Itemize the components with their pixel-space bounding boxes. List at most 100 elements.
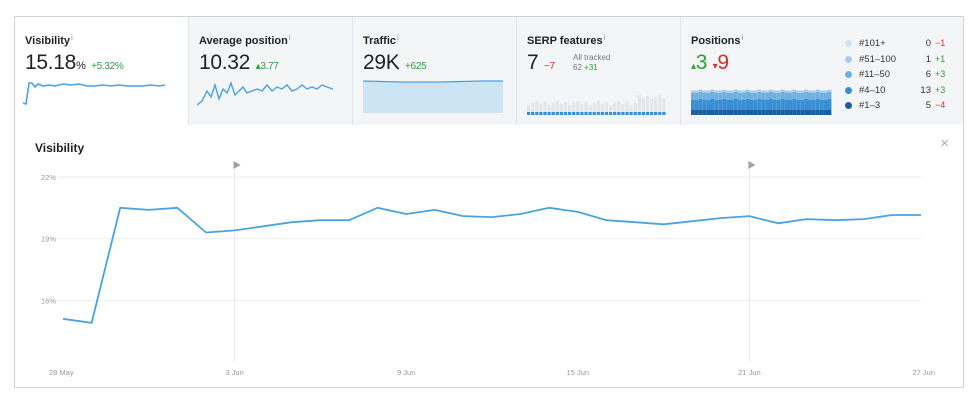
positions-bar-segment xyxy=(788,93,793,100)
positions-bar-segment xyxy=(800,93,805,100)
positions-bar-segment xyxy=(800,100,805,110)
serp-bar xyxy=(645,96,650,115)
traffic-delta: +625 xyxy=(405,61,427,72)
positions-bar-segment xyxy=(815,92,820,99)
positions-bar-segment xyxy=(815,89,820,90)
serp-bar-base xyxy=(629,112,633,115)
serp-bar xyxy=(600,104,604,115)
positions-bar-segment xyxy=(780,89,785,90)
legend-item[interactable]: #11–50 6 +3 xyxy=(845,68,955,84)
positions-bar-segment xyxy=(788,91,793,93)
positions-bar-segment xyxy=(737,100,742,110)
positions-bar-segment xyxy=(823,90,828,91)
info-icon[interactable]: i xyxy=(71,33,73,42)
positions-bar-segment xyxy=(804,92,808,99)
serp-bar-base xyxy=(637,112,641,115)
positions-bar-segment xyxy=(804,90,808,92)
positions-bar-segment xyxy=(804,89,808,90)
positions-bar-segment xyxy=(780,90,785,92)
positions-bar-segment xyxy=(757,92,762,99)
serp-bar-base xyxy=(592,112,596,115)
legend-item[interactable]: #101+ 0 −1 xyxy=(845,37,955,53)
positions-bar-segment xyxy=(827,90,832,92)
positions-bar-segment xyxy=(718,93,723,100)
legend-dot-icon xyxy=(845,55,852,63)
panel-title: Visibility xyxy=(35,141,85,155)
legend-count: 1 xyxy=(925,53,931,65)
card-traffic[interactable]: Traffici 29K +625 xyxy=(353,17,517,125)
info-icon[interactable]: i xyxy=(397,33,399,42)
visibility-chart-panel: 16% 19% 22% 28 May 3 Jun 9 Jun 15 Jun 21 Jun 27 … xyxy=(15,125,963,387)
legend-label: #11–50 xyxy=(859,69,890,80)
positions-bar-segment xyxy=(745,92,750,99)
serp-delta: −7 xyxy=(543,61,555,72)
card-title: Positions xyxy=(691,35,741,47)
arrow-up-icon: ▴ xyxy=(691,61,696,72)
info-icon[interactable]: i xyxy=(288,33,291,42)
serp-value: 7 −7 xyxy=(527,51,555,74)
legend-dot-icon xyxy=(845,71,852,78)
x-tick-label: 9 Jun xyxy=(397,368,415,377)
positions-bar-segment xyxy=(765,100,769,110)
positions-bar-segment xyxy=(827,89,832,90)
serp-bar xyxy=(535,101,539,115)
positions-bar-segment xyxy=(718,110,723,115)
positions-bar-segment xyxy=(741,90,746,91)
x-tick-label: 27 Jun xyxy=(912,368,935,377)
card-serp-features[interactable]: SERP featuresi 7 −7 All tracked 62 +31 xyxy=(517,17,681,125)
positions-bar-segment xyxy=(749,91,754,93)
positions-bar-segment xyxy=(691,110,695,115)
positions-bar-segment xyxy=(827,110,832,115)
serp-bar-base xyxy=(563,112,568,115)
positions-bar-segment xyxy=(784,100,789,110)
positions-bar-segment xyxy=(702,110,707,115)
serp-bar xyxy=(613,103,617,115)
legend-dot-icon xyxy=(845,86,852,94)
legend-item[interactable]: #51–100 1 +1 xyxy=(845,53,955,69)
positions-bar-segment xyxy=(761,91,766,93)
serp-bar-base xyxy=(633,112,637,115)
legend-item[interactable]: #1–3 5 −4 xyxy=(845,99,955,115)
serp-bar-base xyxy=(576,112,580,115)
legend-dot-icon xyxy=(845,40,852,47)
positions-bar-segment xyxy=(804,99,808,110)
positions-bar-segment xyxy=(772,110,777,115)
flag-icon xyxy=(748,161,756,169)
serp-bar-base xyxy=(580,112,584,115)
x-tick-label: 3 Jun xyxy=(225,368,243,377)
positions-bar-segment xyxy=(823,91,828,93)
card-positions[interactable]: Positionsi ▴3 ▾9 #101+ 0 −1 #51–100 1 +1 #11–5… xyxy=(681,17,963,125)
positions-bar-segment xyxy=(706,91,711,93)
traffic-sparkline xyxy=(362,80,503,113)
serp-bar xyxy=(527,105,531,115)
positions-bar-segment xyxy=(722,92,727,99)
positions-bar-segment xyxy=(808,110,812,115)
positions-bar-segment xyxy=(765,93,769,100)
serp-bar-base xyxy=(559,112,563,115)
positions-bar-segment xyxy=(718,100,723,110)
positions-bar-segment xyxy=(718,91,723,93)
positions-bar-segment xyxy=(714,91,719,93)
card-visibility[interactable]: Visibilityi 15.18% +5.32% xyxy=(15,17,189,127)
close-icon[interactable]: × xyxy=(940,135,949,152)
serp-bar xyxy=(568,105,572,115)
positions-bar-segment xyxy=(792,92,797,99)
positions-bar-segment xyxy=(710,90,715,92)
positions-bar-segment xyxy=(784,91,789,93)
positions-bar-segment xyxy=(811,110,816,115)
info-icon[interactable]: i xyxy=(603,33,606,42)
legend-count: 13 xyxy=(920,84,931,96)
positions-bar-segment xyxy=(827,99,832,110)
legend-label: #1–3 xyxy=(859,100,881,111)
positions-bar-segment xyxy=(761,110,766,115)
card-average-position[interactable]: Average positioni 10.32 ▴3.77 xyxy=(189,17,353,125)
positions-bar-segment xyxy=(761,90,766,91)
positions-bar-segment xyxy=(706,100,711,110)
positions-bar-segment xyxy=(753,100,758,110)
positions-bar-segment xyxy=(792,110,797,115)
legend-item[interactable]: #4–10 13 +3 xyxy=(845,84,955,100)
visibility-series-line xyxy=(62,206,921,324)
info-icon[interactable]: i xyxy=(741,33,744,42)
positions-bar-segment xyxy=(776,91,781,93)
serp-bar xyxy=(650,99,654,115)
